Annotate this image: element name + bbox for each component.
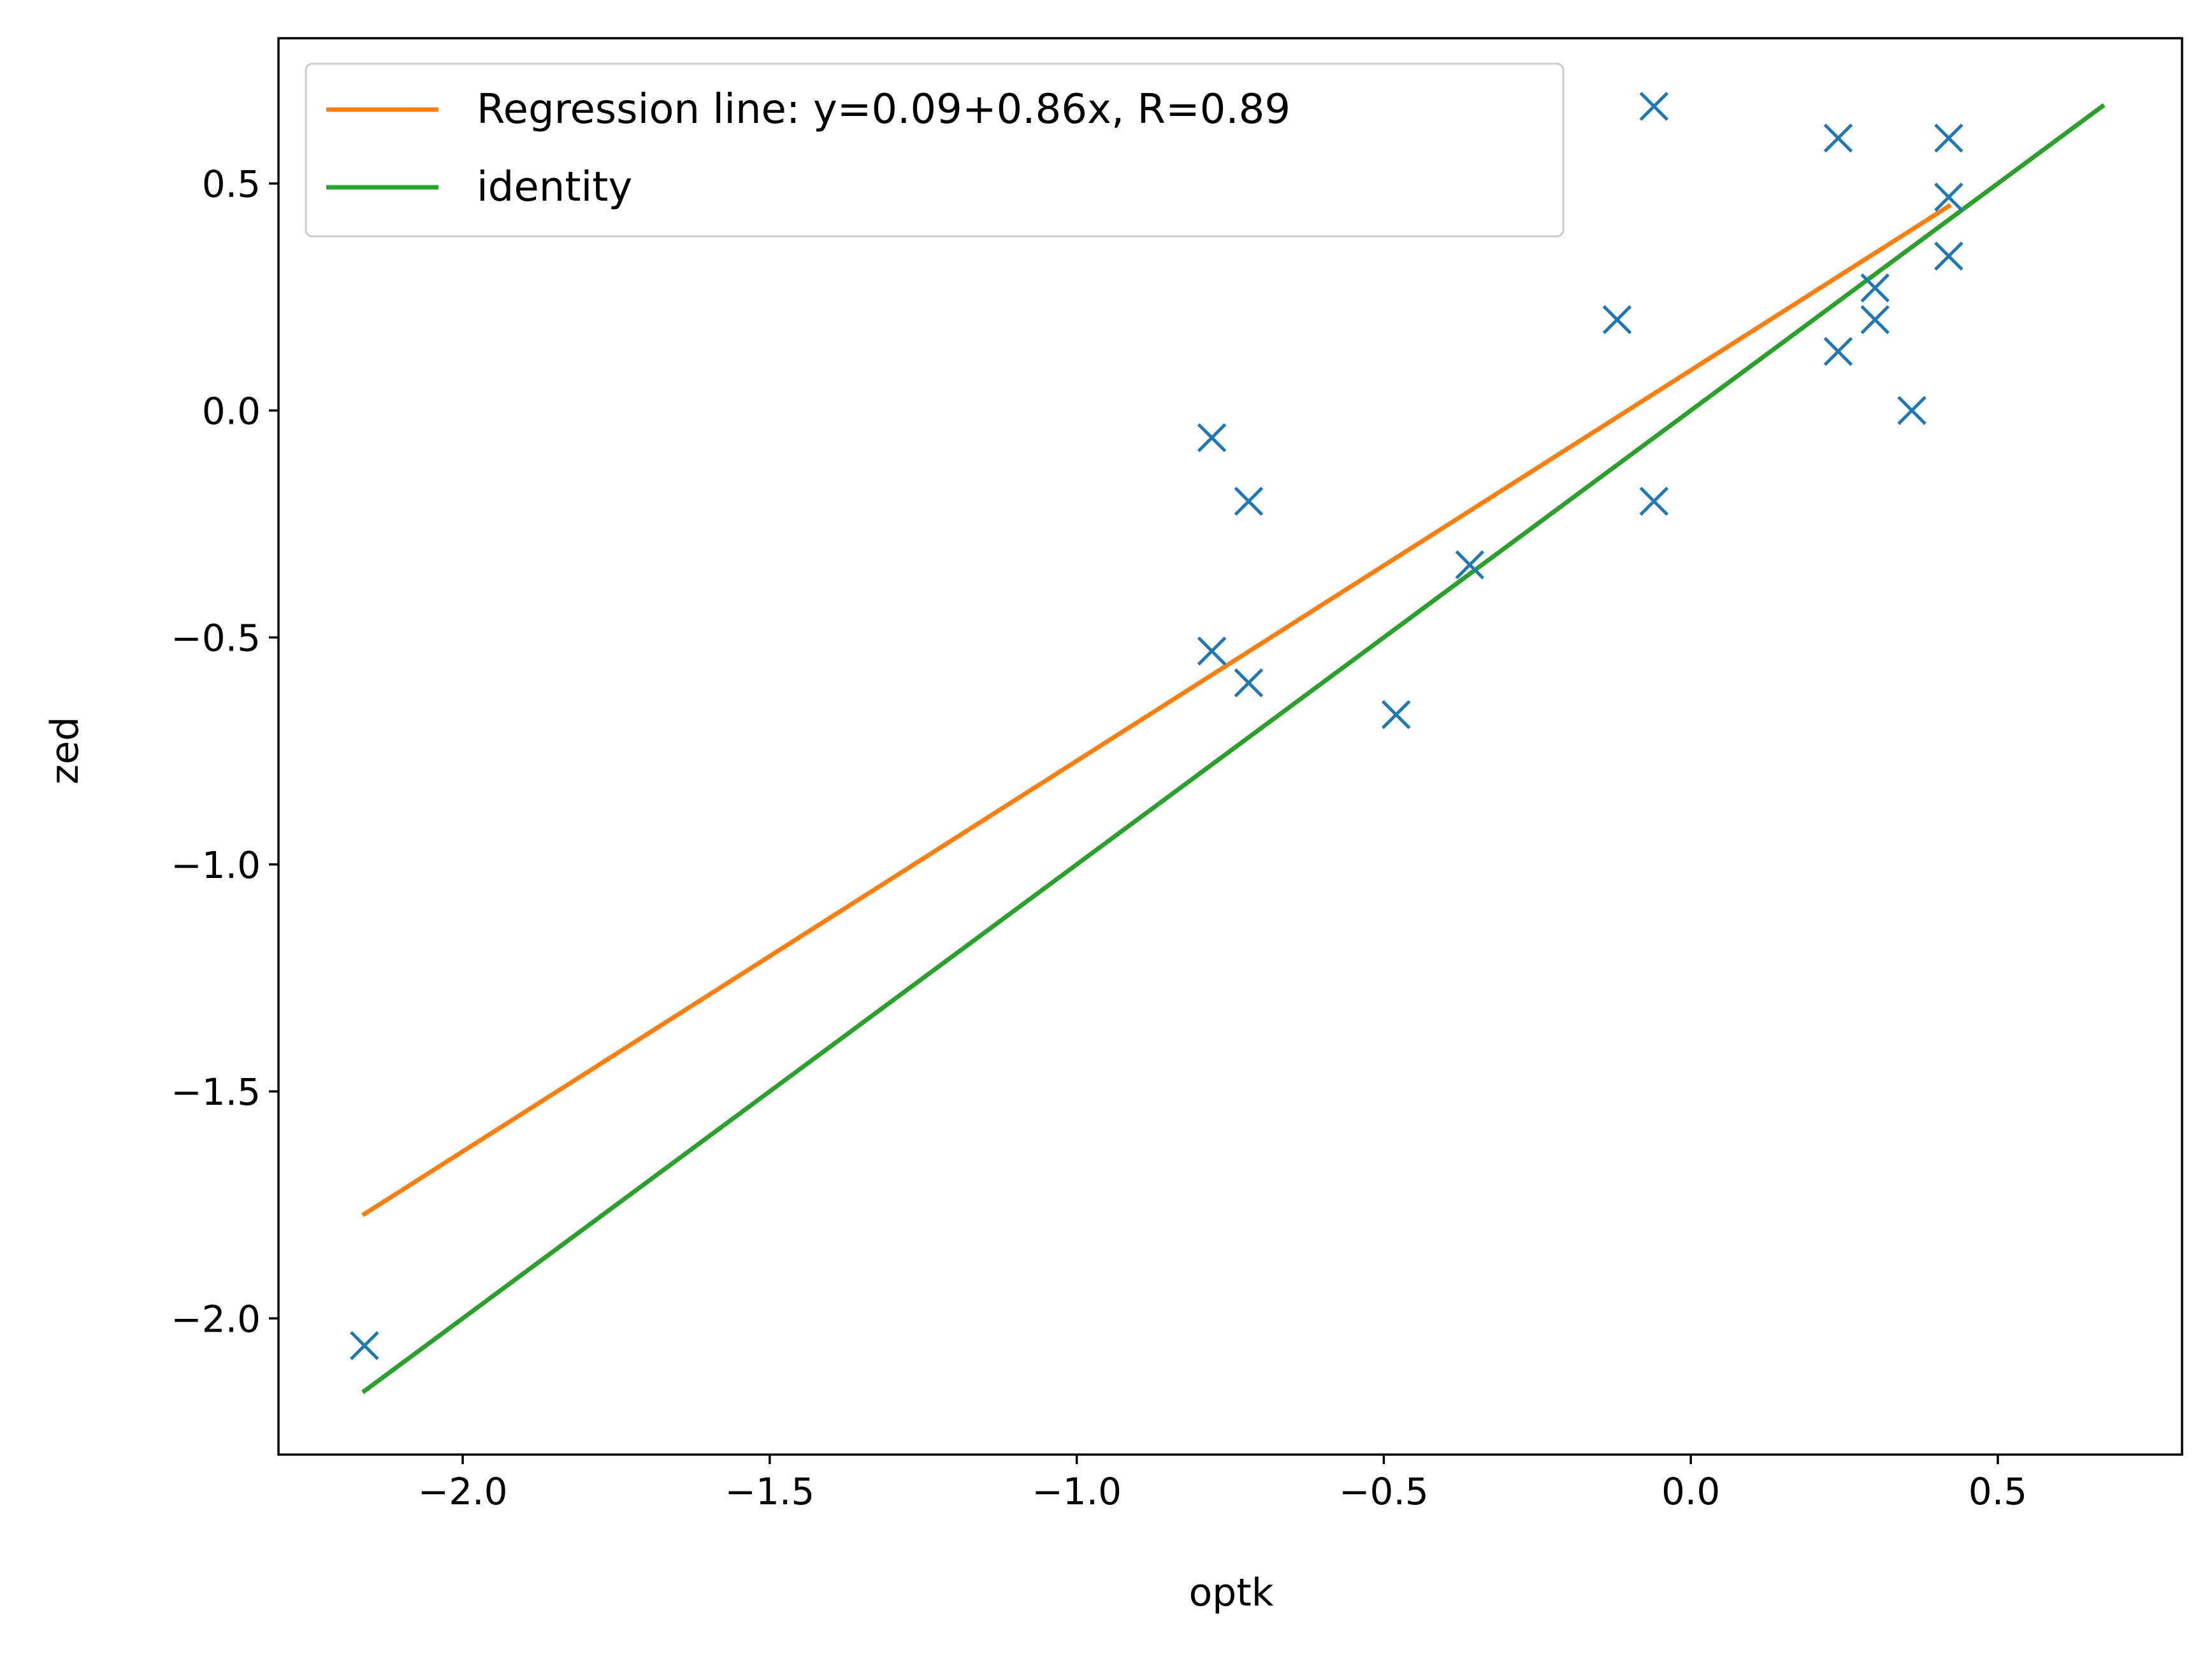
scatter-point	[1823, 336, 1853, 366]
scatter-point	[1455, 550, 1485, 580]
legend-label-1: identity	[477, 164, 632, 211]
scatter-point-stroke-b	[1602, 305, 1632, 334]
x-tick-label: −1.0	[1032, 1470, 1122, 1513]
scatter-point	[1197, 636, 1227, 666]
scatter-point	[1860, 273, 1890, 303]
x-tick-label: −1.5	[725, 1470, 814, 1513]
scatter-point	[1934, 241, 1963, 271]
points-layer	[350, 92, 1963, 1360]
series-line-0	[361, 203, 1952, 1218]
x-tick-label: 0.0	[1661, 1470, 1720, 1513]
legend-frame	[305, 62, 1565, 238]
y-axis-label: zed	[43, 717, 87, 785]
y-tick-label: −2.0	[171, 1297, 261, 1341]
scatter-point	[1234, 486, 1264, 516]
scatter-point-stroke-b	[1934, 123, 1963, 153]
legend-label-0: Regression line: y=0.09+0.86x, R=0.89	[477, 86, 1290, 133]
x-tick-label: 0.5	[1969, 1470, 2027, 1513]
scatter-point	[1934, 123, 1963, 153]
x-tick-label: −2.0	[418, 1470, 508, 1513]
scatter-point	[350, 1331, 379, 1360]
y-tick-label: −1.5	[171, 1070, 261, 1114]
scatter-point-stroke-b	[1823, 123, 1853, 153]
scatter-point	[1897, 396, 1926, 426]
scatter-point	[1860, 305, 1890, 334]
scatter-point	[1639, 92, 1669, 121]
scatter-point	[1934, 182, 1963, 212]
x-axis-label: optk	[1189, 1571, 1273, 1615]
scatter-point-stroke-b	[1234, 668, 1264, 698]
scatter-point-stroke-b	[1197, 423, 1227, 452]
scatter-point	[1197, 423, 1227, 452]
scatter-point	[1234, 668, 1264, 698]
scatter-point-stroke-b	[1934, 241, 1963, 271]
y-tick-label: 0.0	[202, 389, 261, 433]
scatter-point-stroke-b	[1455, 550, 1485, 580]
y-tick-label: −1.0	[171, 844, 261, 887]
series-line-1	[361, 103, 2106, 1395]
scatter-point	[1602, 305, 1632, 334]
scatter-point	[1823, 123, 1853, 153]
plot-frame	[277, 37, 2183, 1456]
scatter-point	[1639, 486, 1669, 516]
scatter-point-stroke-b	[1197, 636, 1227, 666]
legend: Regression line: y=0.09+0.86x, R=0.89 ide…	[305, 62, 1565, 238]
y-tick-label: 0.5	[202, 162, 261, 206]
scatter-point	[1381, 700, 1411, 730]
scatter-point-stroke-b	[1381, 700, 1411, 730]
scatter-point-stroke-b	[1639, 92, 1669, 121]
x-tick-label: −0.5	[1339, 1470, 1429, 1513]
scatter-point-stroke-b	[1860, 273, 1890, 303]
scatter-point-stroke-b	[350, 1331, 379, 1360]
scatter-point-stroke-b	[1934, 182, 1963, 212]
scatter-point-stroke-b	[1234, 486, 1264, 516]
scatter-point-stroke-b	[1897, 396, 1926, 426]
scatter-point-stroke-b	[1860, 305, 1890, 334]
y-tick-label: −0.5	[171, 617, 261, 660]
scatter-point-stroke-b	[1823, 336, 1853, 366]
lines-layer	[361, 103, 2106, 1395]
scatter-point-stroke-b	[1639, 486, 1669, 516]
axes-layer: −2.0 −1.5 −1.0 −0.5 0.0 0.5 −2.0 −1.5 −1.0 −0.5 0.…	[171, 37, 2183, 1513]
